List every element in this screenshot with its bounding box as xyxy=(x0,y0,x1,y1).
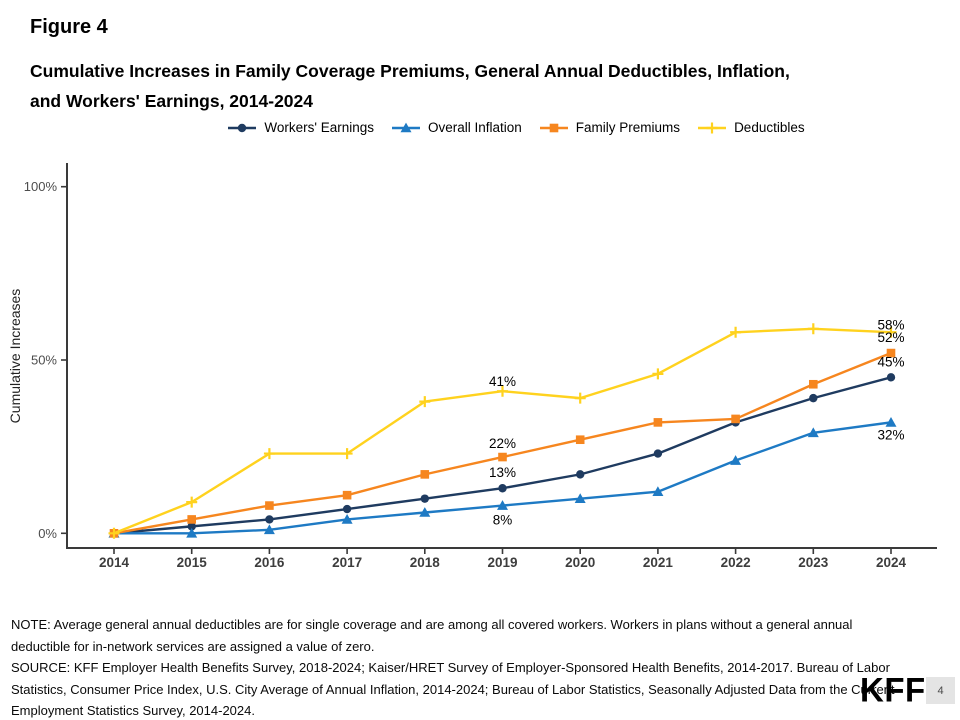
triangle-marker-icon xyxy=(652,486,664,497)
plus-marker-icon xyxy=(497,385,508,397)
legend-square-marker-icon xyxy=(539,123,568,132)
square-marker-icon xyxy=(342,490,352,500)
plus-marker-icon xyxy=(706,122,718,133)
chart-title: Cumulative Increases in Family Coverage … xyxy=(30,56,790,116)
square-marker-icon xyxy=(575,435,585,445)
plus-marker-icon xyxy=(885,326,897,338)
circle-marker-icon xyxy=(187,522,196,531)
triangle-marker-icon xyxy=(730,455,742,465)
plus-marker-icon xyxy=(263,448,275,460)
x-tick-label: 2020 xyxy=(565,555,595,570)
x-tick-label: 2015 xyxy=(177,555,208,570)
circle-marker-icon xyxy=(886,373,896,382)
legend-item-deductibles: Deductibles xyxy=(697,120,805,135)
chart-title-line-2: and Workers' Earnings, 2014-2024 xyxy=(30,91,313,111)
legend-circle-marker-icon xyxy=(228,123,257,132)
circle-marker-icon xyxy=(265,515,274,524)
square-marker-icon xyxy=(653,418,663,427)
plus-marker-icon xyxy=(186,496,198,508)
triangle-marker-icon xyxy=(400,122,412,132)
y-axis-title: Cumulative Increases xyxy=(7,289,23,424)
triangle-marker-icon xyxy=(186,527,198,538)
data-label: 45% xyxy=(877,354,904,369)
legend-item-family-premiums: Family Premiums xyxy=(539,120,680,135)
chart-legend: Workers' Earnings Overall Inflation Family… xyxy=(0,120,960,135)
circle-marker-icon xyxy=(576,470,585,479)
triangle-marker-icon xyxy=(263,524,275,535)
legend-label: Overall Inflation xyxy=(428,120,522,135)
x-tick-label: 2019 xyxy=(487,555,517,570)
legend-item-workers-earnings: Workers' Earnings xyxy=(227,120,374,135)
data-label: 41% xyxy=(489,374,516,389)
x-tick-label: 2016 xyxy=(254,555,285,570)
x-tick-label: 2023 xyxy=(798,555,829,570)
triangle-marker-icon xyxy=(419,507,431,517)
square-marker-icon xyxy=(809,379,818,389)
x-tick-label: 2021 xyxy=(643,555,674,570)
x-tick-label: 2017 xyxy=(332,555,362,570)
plus-marker-icon xyxy=(574,392,586,404)
data-label: 13% xyxy=(489,465,516,480)
square-marker-icon xyxy=(549,123,559,132)
circle-marker-icon xyxy=(809,393,818,403)
source-text: SOURCE: KFF Employer Health Benefits Sur… xyxy=(11,660,895,718)
page-number-badge: 4 xyxy=(926,677,955,704)
y-tick-label: 0% xyxy=(38,526,57,541)
x-tick-label: 2018 xyxy=(410,555,441,570)
square-marker-icon xyxy=(187,515,196,524)
note-text: NOTE: Average general annual deductibles… xyxy=(11,617,853,654)
y-tick-label: 100% xyxy=(24,179,58,194)
square-marker-icon xyxy=(886,348,896,358)
plus-marker-icon xyxy=(807,323,819,335)
triangle-marker-icon xyxy=(807,427,819,438)
legend-item-overall-inflation: Overall Inflation xyxy=(391,120,522,135)
x-tick-label: 2024 xyxy=(876,555,907,570)
figure-label: Figure 4 xyxy=(30,16,108,38)
data-label: 58% xyxy=(877,317,904,332)
triangle-marker-icon xyxy=(885,416,897,427)
legend-label: Family Premiums xyxy=(575,120,681,135)
square-marker-icon xyxy=(731,414,740,424)
legend-plus-marker-icon xyxy=(698,122,727,133)
triangle-marker-icon xyxy=(574,493,586,503)
data-label: 52% xyxy=(877,330,904,345)
chart-title-line-1: Cumulative Increases in Family Coverage … xyxy=(30,61,790,81)
legend-triangle-marker-icon xyxy=(392,122,420,132)
data-label: 32% xyxy=(877,427,904,442)
circle-marker-icon xyxy=(420,494,429,503)
square-marker-icon xyxy=(265,501,274,510)
y-tick-label: 50% xyxy=(31,353,57,368)
plus-marker-icon xyxy=(652,368,664,380)
legend-label: Deductibles xyxy=(734,120,805,135)
square-marker-icon xyxy=(420,470,430,479)
x-tick-label: 2014 xyxy=(99,555,130,570)
circle-marker-icon xyxy=(342,504,352,514)
data-label: 8% xyxy=(493,513,513,528)
triangle-marker-icon xyxy=(497,500,508,510)
kff-logo: KFF xyxy=(860,670,926,709)
legend-label: Workers' Earnings xyxy=(264,120,374,135)
x-tick-label: 2022 xyxy=(721,555,751,570)
plus-marker-icon xyxy=(341,448,353,460)
series-markers-deductibles xyxy=(108,323,897,539)
chart-notes: NOTE: Average general annual deductibles… xyxy=(11,614,903,720)
plus-marker-icon xyxy=(419,396,431,408)
circle-marker-icon xyxy=(653,449,663,458)
circle-marker-icon xyxy=(238,123,247,132)
plus-marker-icon xyxy=(730,326,742,338)
plus-marker-icon xyxy=(108,527,120,539)
square-marker-icon xyxy=(498,452,507,462)
data-label: 22% xyxy=(489,436,516,451)
circle-marker-icon xyxy=(498,484,507,493)
triangle-marker-icon xyxy=(341,514,353,524)
